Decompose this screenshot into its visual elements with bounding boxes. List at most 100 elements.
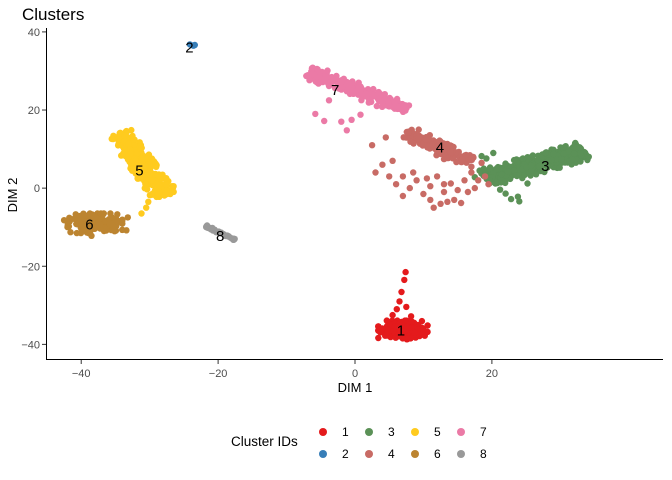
cluster-4-point [399,192,407,200]
cluster-3-point [496,186,504,193]
cluster-6-point [106,221,114,228]
cluster-6-point [88,232,95,239]
cluster-4-point [382,134,389,141]
y-tick-label: −20 [21,261,40,273]
cluster-3-points [471,139,592,205]
cluster-4-point [406,184,413,192]
cluster-5-point [130,141,138,148]
cluster-4-point [458,156,466,163]
cluster-4-point [448,142,455,150]
cluster-6-point [67,229,74,236]
cluster-4-point [461,177,468,184]
cluster-5-point [139,155,146,162]
cluster-3-point [519,155,527,162]
cluster-7-point [357,91,364,98]
cluster-5-point [143,204,150,211]
cluster-7-point [348,116,355,124]
cluster-4-point [431,144,438,151]
cluster-3-point [532,171,540,178]
cluster-5-points [108,126,177,217]
cluster-7-point [379,103,386,111]
cluster-5-point [127,150,134,157]
cluster-4-point [415,134,422,141]
cluster-7-point [370,91,377,98]
cluster-7-point [309,70,316,78]
cluster-8-label: 8 [216,228,224,245]
legend-item-7: 7 [457,425,487,439]
cluster-7-point [314,79,321,86]
cluster-5-point [154,191,161,199]
cluster-8-point [213,228,220,235]
cluster-3-point [568,156,576,163]
cluster-7-point [375,92,383,100]
cluster-3-point [502,190,509,197]
cluster-8-point [219,230,227,238]
cluster-4-point [427,196,434,204]
cluster-3-point [577,158,584,165]
cluster-1-point [407,313,415,320]
cluster-4-point [399,173,407,180]
legend-label: 2 [342,447,349,461]
legend-label: 4 [388,447,395,461]
cluster-5-point [136,139,143,146]
legend-marker [457,428,465,436]
cluster-6-point [123,227,130,234]
cluster-1-point [379,325,386,332]
cluster-4-point [447,180,454,187]
cluster-3-point [558,156,565,163]
cluster-4-point [454,186,461,194]
cluster-4-point [368,142,376,149]
cluster-3-point [577,149,584,157]
legend-item-6: 6 [411,447,441,461]
cluster-2-point [191,41,198,49]
cluster-1-point [408,318,415,325]
cluster-4-point [400,134,407,141]
cluster-2-label: 2 [185,40,193,57]
cluster-4-point [392,181,400,188]
x-tick-label: 20 [486,368,498,380]
cluster-3-point [560,144,567,151]
legend: Cluster IDs 1 2 3 4 5 6 7 8 [231,425,487,461]
cluster-7-point [357,111,364,118]
x-axis-title: DIM 1 [338,380,373,395]
cluster-4-point [405,129,412,136]
cluster-3-point [507,195,515,203]
cluster-7-points [303,64,413,134]
cluster-4-point [436,140,444,148]
cluster-4-point [451,196,458,204]
cluster-3-point [536,163,543,170]
cluster-5-point [162,191,169,198]
cluster-4-point [468,169,475,176]
points-layer [60,41,592,343]
cluster-2-points [186,41,198,49]
legend-item-2: 2 [319,447,349,461]
cluster-4-point [430,204,437,211]
cluster-5-point [144,169,151,177]
cluster-7-point [405,102,413,109]
legend-marker [411,450,419,458]
cluster-3-point [524,180,531,187]
cluster-3-point [534,156,541,164]
cluster-4-point [457,199,465,207]
cluster-6-point [83,218,91,226]
cluster-3-point [585,153,592,160]
cluster-7-point [358,97,365,104]
cluster-6-point [110,226,117,233]
cluster-4-point [478,159,485,166]
cluster-4-point [444,198,451,205]
cluster-4-point [485,181,492,188]
cluster-1-point [405,335,412,342]
cluster-7-label: 7 [331,82,339,99]
cluster-7-point [333,72,340,80]
y-tick-label: 0 [34,183,40,195]
cluster-3-point [504,168,512,175]
cluster-7-point [402,107,409,114]
cluster-7-point [395,103,403,111]
legend-marker [319,428,327,436]
cluster-5-point [149,191,156,198]
cluster-5-point [141,185,148,192]
cluster-1-point [403,303,410,311]
cluster-7-point [314,66,321,73]
cluster-6-point [60,217,68,224]
legend-item-4: 4 [365,447,395,461]
